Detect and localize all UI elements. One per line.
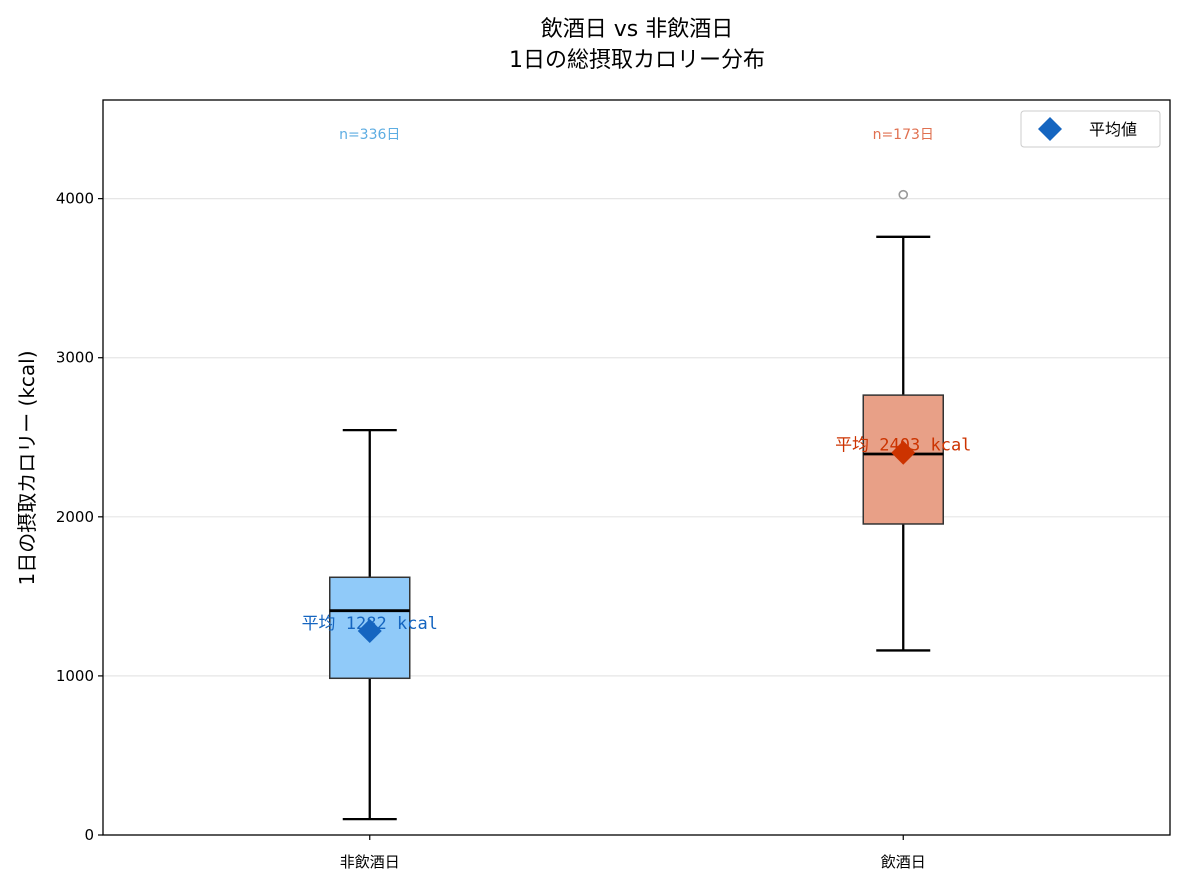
plot-frame [102, 99, 1171, 836]
y-tick-label: 4000 [56, 190, 94, 208]
chart-subtitle: 1日の総摂取カロリー分布 [509, 48, 765, 73]
legend-mean-marker [1038, 117, 1062, 141]
axes: 0 1000 2000 3000 4000 非飲酒日 飲酒日 [56, 190, 926, 871]
y-tick-label: 3000 [56, 349, 94, 367]
boxes [329, 189, 944, 821]
legend-label: 平均値 [1089, 120, 1137, 139]
box-group [329, 428, 411, 821]
chart-title: 飲酒日 vs 非飲酒日 [541, 17, 733, 42]
mean-marker [357, 619, 382, 644]
y-tick-label: 2000 [56, 508, 94, 526]
y-axis-label: 1日の摂取カロリー (kcal) [15, 350, 39, 585]
n-label: n=336日 [339, 127, 400, 143]
y-tick-label: 0 [84, 826, 94, 844]
x-tick-label: 飲酒日 [881, 853, 926, 871]
legend: 平均値 [1020, 110, 1161, 148]
y-tick-label: 1000 [56, 667, 94, 685]
grid-lines [103, 198, 1170, 677]
mean-marker [891, 440, 916, 465]
box-group [862, 189, 944, 652]
outlier-point [898, 189, 909, 200]
x-tick-label: 非飲酒日 [340, 853, 400, 871]
legend-frame [1020, 110, 1161, 148]
n-label: n=173日 [873, 127, 934, 143]
